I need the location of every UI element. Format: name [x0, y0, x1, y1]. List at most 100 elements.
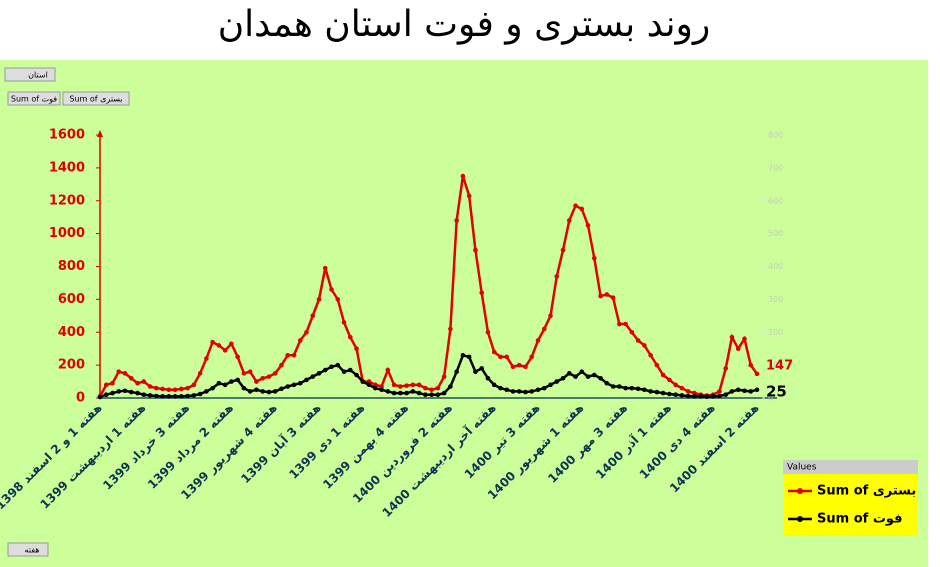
data-point — [141, 392, 147, 398]
data-point — [742, 388, 747, 394]
data-point — [435, 385, 441, 391]
data-point — [247, 369, 253, 375]
data-point — [742, 336, 747, 342]
y2-tick-label: 100 — [768, 361, 783, 370]
data-point — [191, 382, 197, 388]
data-point — [610, 384, 616, 389]
data-point — [754, 387, 760, 393]
data-point — [642, 387, 647, 393]
data-point — [291, 382, 297, 388]
data-point — [166, 387, 172, 393]
button-label[interactable]: استان — [28, 71, 48, 80]
data-point — [210, 385, 215, 391]
data-point — [673, 382, 678, 388]
button-box[interactable] — [7, 542, 49, 557]
data-point — [604, 380, 610, 386]
y-tick-label: 800 — [58, 259, 85, 274]
data-point — [448, 384, 453, 389]
value-buttons[interactable]: Sum of فوت Sum of بستری — [7, 91, 130, 106]
data-point — [410, 382, 416, 388]
data-point — [460, 352, 466, 358]
data-point — [660, 390, 666, 396]
data-point — [291, 352, 297, 358]
data-point — [316, 297, 322, 302]
data-point — [685, 389, 691, 394]
data-point — [435, 392, 441, 398]
data-point — [191, 393, 197, 398]
data-point — [398, 390, 403, 396]
data-point — [466, 193, 472, 199]
legend-header — [783, 460, 918, 474]
y-tick-label: 1400 — [49, 160, 85, 175]
data-point — [329, 364, 334, 370]
data-point — [604, 292, 610, 297]
data-point — [266, 389, 272, 395]
data-point — [97, 394, 103, 400]
data-point — [504, 354, 510, 360]
button-label[interactable]: هفته — [25, 546, 40, 555]
data-point — [197, 371, 203, 376]
axis-button[interactable]: هفته — [7, 542, 49, 557]
button-box[interactable] — [7, 91, 61, 106]
data-point — [391, 390, 397, 396]
data-point — [122, 371, 128, 376]
data-point — [723, 366, 729, 371]
data-point — [216, 380, 222, 386]
data-point — [629, 329, 635, 335]
data-point — [316, 371, 322, 376]
data-point — [103, 392, 109, 398]
data-point — [679, 385, 685, 391]
button-box[interactable] — [62, 91, 130, 106]
data-point — [128, 375, 134, 381]
data-point — [185, 385, 190, 391]
data-point — [416, 390, 422, 396]
data-point — [391, 382, 397, 388]
data-point — [660, 372, 666, 378]
data-point — [717, 393, 722, 399]
data-point — [704, 394, 710, 399]
data-point — [172, 387, 178, 393]
data-point — [479, 366, 484, 371]
data-point — [654, 362, 660, 368]
chart-area — [0, 60, 928, 567]
data-point — [179, 386, 184, 392]
data-point — [429, 392, 434, 398]
button-label[interactable]: Sum of فوت — [11, 95, 57, 104]
data-point — [235, 354, 240, 360]
data-point — [297, 380, 303, 386]
data-point — [197, 391, 203, 397]
data-point — [154, 385, 159, 391]
data-point — [466, 354, 472, 360]
data-point — [254, 379, 259, 384]
data-point — [260, 375, 265, 381]
data-point — [523, 364, 528, 370]
y2-tick-label: 200 — [768, 328, 783, 337]
data-point — [441, 374, 447, 379]
button-label[interactable]: Sum of بستری — [69, 95, 122, 104]
data-point — [241, 371, 247, 376]
data-point — [498, 354, 503, 360]
data-point — [667, 391, 672, 397]
data-point — [560, 375, 566, 381]
data-point — [354, 346, 359, 351]
button-box[interactable] — [4, 67, 56, 82]
data-point — [667, 377, 672, 383]
data-point — [335, 297, 341, 302]
data-point — [216, 343, 222, 348]
filter-button[interactable]: استان — [4, 67, 56, 82]
data-point — [147, 393, 153, 398]
data-point — [285, 352, 291, 358]
data-point — [241, 385, 247, 391]
data-point — [729, 334, 735, 340]
data-point — [373, 382, 378, 388]
data-point — [304, 329, 309, 335]
data-point — [485, 329, 491, 335]
data-point — [617, 321, 622, 327]
y-tick-label: 1200 — [49, 193, 85, 208]
data-point — [373, 385, 378, 391]
data-point — [585, 223, 591, 228]
data-point — [510, 364, 516, 370]
chart-title: روند بستری و فوت استان همدان — [218, 4, 711, 45]
data-point — [135, 380, 140, 386]
